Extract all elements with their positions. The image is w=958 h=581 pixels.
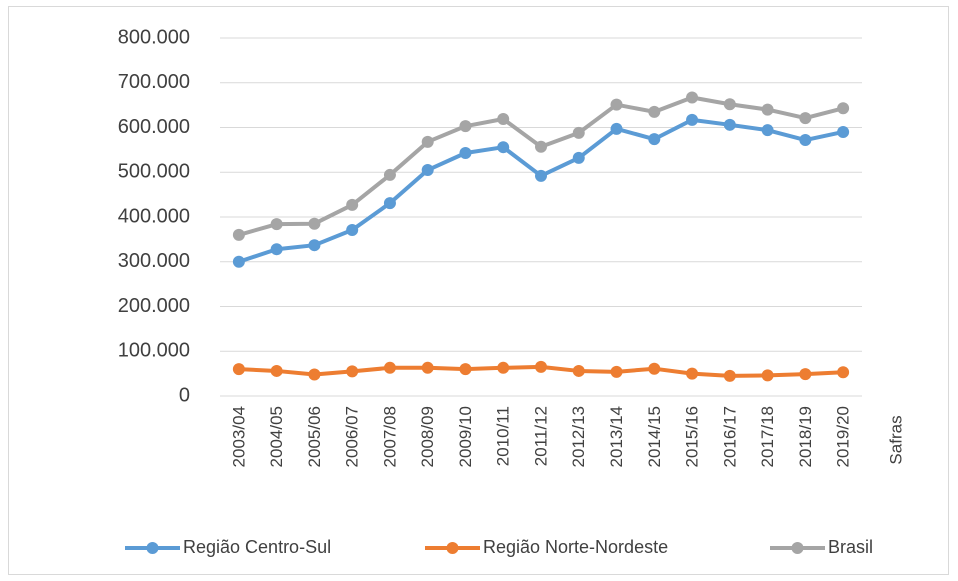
legend-marker bbox=[446, 542, 459, 554]
y-tick-label: 0 bbox=[179, 384, 190, 406]
data-point bbox=[421, 164, 434, 177]
data-point bbox=[308, 368, 321, 381]
data-point bbox=[459, 363, 472, 376]
data-point bbox=[497, 361, 510, 374]
data-point bbox=[232, 228, 245, 241]
data-point bbox=[572, 151, 585, 164]
data-point bbox=[421, 135, 434, 148]
y-tick-label: 800.000 bbox=[118, 26, 190, 48]
data-point bbox=[346, 223, 359, 236]
x-tick-label: 2009/10 bbox=[456, 406, 475, 467]
data-point bbox=[346, 198, 359, 211]
data-point bbox=[723, 118, 736, 131]
y-tick-label: 700.000 bbox=[118, 71, 190, 93]
data-point bbox=[535, 169, 547, 182]
data-point bbox=[346, 365, 359, 378]
data-point bbox=[648, 133, 661, 146]
data-point bbox=[421, 361, 434, 374]
data-point bbox=[383, 168, 396, 181]
x-tick-label: 2006/07 bbox=[343, 406, 362, 467]
data-point bbox=[383, 197, 396, 210]
data-point bbox=[799, 368, 812, 381]
data-point bbox=[648, 105, 661, 118]
x-tick-label: 2019/20 bbox=[834, 406, 853, 467]
chart-frame bbox=[8, 6, 949, 575]
data-point bbox=[761, 369, 774, 382]
data-point bbox=[308, 217, 321, 230]
data-point bbox=[610, 122, 623, 135]
data-point bbox=[572, 126, 585, 139]
data-point bbox=[686, 113, 699, 126]
data-point bbox=[686, 367, 699, 380]
data-point bbox=[232, 255, 245, 268]
data-point bbox=[837, 102, 850, 115]
data-point bbox=[610, 98, 623, 111]
x-tick-label: 2003/04 bbox=[229, 406, 248, 467]
x-tick-label: 2008/09 bbox=[418, 406, 437, 467]
data-point bbox=[837, 125, 850, 138]
data-point bbox=[383, 361, 396, 374]
data-point bbox=[535, 360, 547, 373]
data-point bbox=[799, 112, 812, 125]
x-tick-label: 2016/17 bbox=[720, 406, 739, 467]
data-point bbox=[270, 243, 283, 256]
data-point bbox=[761, 124, 774, 137]
x-tick-label: 2012/13 bbox=[569, 406, 588, 467]
data-point bbox=[686, 91, 699, 104]
x-axis-label: Safras bbox=[886, 415, 905, 464]
x-tick-label: 2005/06 bbox=[305, 406, 324, 467]
data-point bbox=[497, 112, 510, 125]
y-tick-label: 300.000 bbox=[118, 250, 190, 272]
legend-marker bbox=[791, 542, 804, 554]
data-point bbox=[610, 365, 623, 378]
x-tick-label: 2004/05 bbox=[267, 406, 286, 467]
data-point bbox=[723, 98, 736, 111]
x-tick-label: 2011/12 bbox=[531, 406, 550, 466]
y-tick-label: 600.000 bbox=[118, 116, 190, 138]
data-point bbox=[459, 147, 472, 160]
legend-marker bbox=[146, 542, 159, 554]
data-point bbox=[308, 239, 321, 252]
y-tick-label: 400.000 bbox=[118, 205, 190, 227]
data-point bbox=[232, 363, 245, 376]
data-point bbox=[761, 103, 774, 116]
x-tick-label: 2017/18 bbox=[758, 406, 777, 467]
x-tick-label: 2010/11 bbox=[494, 406, 513, 466]
data-point bbox=[723, 369, 736, 382]
data-point bbox=[648, 362, 661, 375]
data-point bbox=[572, 364, 585, 377]
x-tick-label: 2018/19 bbox=[796, 406, 815, 467]
y-tick-label: 500.000 bbox=[118, 161, 190, 183]
data-point bbox=[459, 120, 472, 133]
data-point bbox=[535, 140, 547, 153]
y-tick-label: 200.000 bbox=[118, 295, 190, 317]
x-tick-label: 2015/16 bbox=[683, 406, 702, 467]
x-tick-label: 2007/08 bbox=[380, 406, 399, 467]
data-point bbox=[270, 218, 283, 231]
data-point bbox=[837, 366, 850, 379]
x-tick-label: 2013/14 bbox=[607, 406, 626, 467]
data-point bbox=[497, 141, 510, 154]
x-tick-label: 2014/15 bbox=[645, 406, 664, 467]
legend-label: Brasil bbox=[828, 537, 873, 557]
data-point bbox=[799, 134, 812, 147]
legend-label: Região Norte-Nordeste bbox=[483, 537, 668, 557]
data-point bbox=[270, 364, 283, 377]
y-tick-label: 100.000 bbox=[118, 340, 190, 362]
legend-label: Região Centro-Sul bbox=[183, 537, 331, 557]
